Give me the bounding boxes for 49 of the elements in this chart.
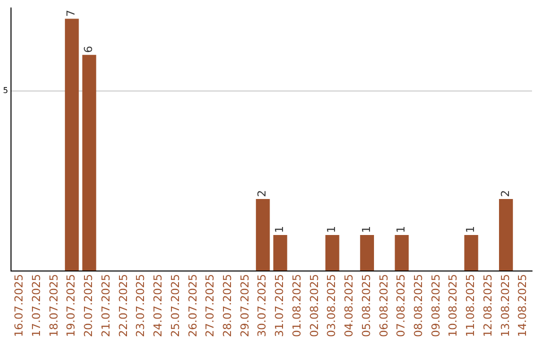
x-tick-label: 30.07.2025 bbox=[256, 274, 269, 338]
x-tick-label: 26.07.2025 bbox=[186, 274, 200, 338]
x-tick-label: 25.07.2025 bbox=[168, 274, 182, 338]
bar bbox=[360, 234, 374, 271]
data-label: 2 bbox=[256, 190, 269, 197]
bar bbox=[273, 234, 288, 271]
x-tick-label: 31.07.2025 bbox=[273, 274, 286, 338]
x-tick-label: 08.08.2025 bbox=[412, 274, 425, 338]
y-tick-label: 5 bbox=[2, 86, 8, 95]
x-tick-label: 04.08.2025 bbox=[342, 274, 356, 338]
bar bbox=[325, 234, 340, 271]
x-tick-label: 01.08.2025 bbox=[290, 274, 304, 338]
bar bbox=[256, 198, 270, 271]
x-tick-label: 13.08.2025 bbox=[498, 274, 512, 338]
data-label: 1 bbox=[360, 226, 373, 233]
x-tick-label: 06.08.2025 bbox=[377, 274, 390, 338]
data-label: 6 bbox=[82, 46, 96, 53]
x-tick-label: 03.08.2025 bbox=[325, 274, 338, 338]
x-tick-label: 17.07.2025 bbox=[30, 274, 43, 338]
bar bbox=[464, 234, 478, 271]
x-tick-label: 20.07.2025 bbox=[82, 274, 96, 338]
x-tick-label: 07.08.2025 bbox=[394, 274, 408, 338]
data-label: 1 bbox=[325, 226, 338, 233]
bar bbox=[82, 54, 96, 271]
x-tick-label: 09.08.2025 bbox=[429, 274, 442, 338]
x-tick-label: 23.07.2025 bbox=[134, 274, 148, 338]
x-tick-label: 24.07.2025 bbox=[152, 274, 165, 338]
x-tick-label: 11.08.2025 bbox=[464, 274, 478, 338]
x-tick-label: 27.07.2025 bbox=[204, 274, 217, 338]
x-tick-label: 12.08.2025 bbox=[481, 274, 494, 338]
x-tick-label: 10.08.2025 bbox=[446, 274, 460, 338]
bar bbox=[499, 198, 513, 271]
data-label: 1 bbox=[464, 226, 478, 233]
x-tick-label: 05.08.2025 bbox=[360, 274, 373, 338]
data-label: 1 bbox=[273, 226, 286, 233]
x-tick-label: 02.08.2025 bbox=[308, 274, 321, 338]
data-label: 1 bbox=[394, 226, 408, 233]
data-label: 2 bbox=[498, 190, 512, 197]
data-label: 7 bbox=[64, 10, 78, 17]
x-tick-label: 29.07.2025 bbox=[238, 274, 252, 338]
x-tick-label: 28.07.2025 bbox=[220, 274, 234, 338]
x-tick-label: 16.07.2025 bbox=[12, 274, 26, 338]
bar bbox=[394, 234, 409, 271]
bar bbox=[64, 18, 79, 271]
x-tick-label: 18.07.2025 bbox=[47, 274, 60, 338]
x-tick-label: 19.07.2025 bbox=[64, 274, 78, 338]
x-tick-label: 21.07.2025 bbox=[99, 274, 112, 338]
x-tick-label: 14.08.2025 bbox=[516, 274, 530, 338]
x-tick-label: 22.07.2025 bbox=[116, 274, 130, 338]
